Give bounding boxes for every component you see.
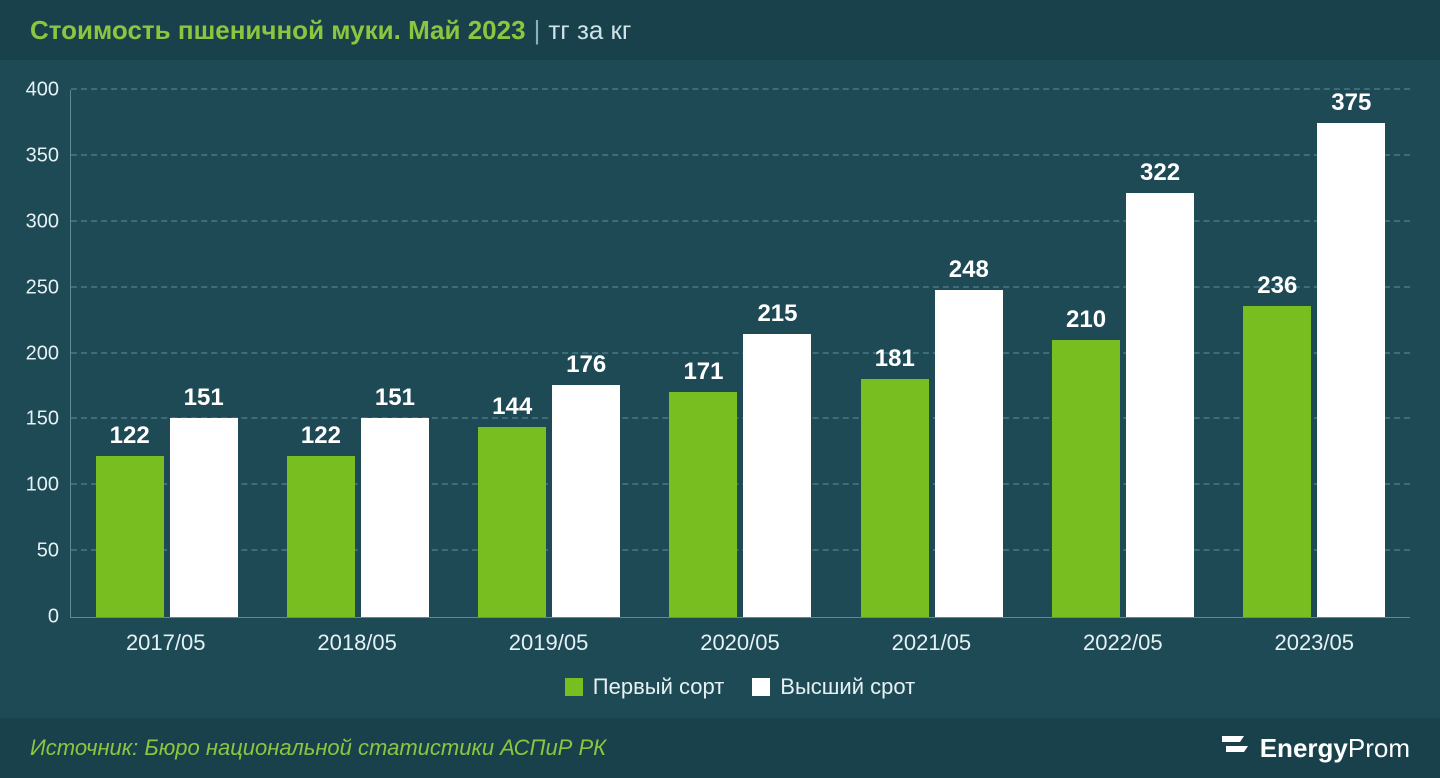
bar: 151 (361, 418, 429, 617)
legend-swatch (565, 678, 583, 696)
x-tick-label: 2023/05 (1219, 630, 1410, 656)
x-tick-label: 2017/05 (70, 630, 261, 656)
bar-groups: 1221511221511441761712151812482103222363… (71, 90, 1410, 617)
bar-value-label: 151 (375, 384, 415, 412)
bar-value-label: 236 (1257, 272, 1297, 300)
bar: 171 (669, 392, 737, 617)
legend-label: Первый сорт (593, 674, 725, 700)
legend-swatch (752, 678, 770, 696)
bar: 215 (743, 334, 811, 617)
x-tick-label: 2019/05 (453, 630, 644, 656)
bar-value-label: 151 (184, 384, 224, 412)
chart-header: Стоимость пшеничной муки. Май 2023 | тг … (0, 0, 1440, 60)
brand-logo: EnergyProm (1220, 732, 1410, 765)
bar-group: 122151 (262, 90, 453, 617)
legend-item: Высший срот (752, 674, 915, 700)
chart-area: 050100150200250300350400 122151122151144… (0, 60, 1440, 718)
x-tick-label: 2020/05 (644, 630, 835, 656)
bar: 210 (1052, 340, 1120, 617)
brand-text-light: Prom (1348, 733, 1410, 763)
bar-group: 122151 (71, 90, 262, 617)
legend-item: Первый сорт (565, 674, 725, 700)
bar-group: 181248 (836, 90, 1027, 617)
y-tick-label: 150 (26, 408, 59, 431)
bar-value-label: 122 (301, 422, 341, 450)
bar-value-label: 210 (1066, 306, 1106, 334)
bar-group: 144176 (454, 90, 645, 617)
bar-value-label: 144 (492, 393, 532, 421)
bar: 144 (478, 427, 546, 617)
bar: 122 (287, 456, 355, 617)
y-tick-label: 200 (26, 342, 59, 365)
chart-frame: Стоимость пшеничной муки. Май 2023 | тг … (0, 0, 1440, 778)
bar-group: 210322 (1027, 90, 1218, 617)
chart-plot: 050100150200250300350400 122151122151144… (70, 90, 1410, 618)
bar: 181 (861, 379, 929, 617)
bar-group: 171215 (645, 90, 836, 617)
bar-value-label: 375 (1331, 89, 1371, 117)
bar: 322 (1126, 193, 1194, 617)
bar: 248 (935, 290, 1003, 617)
bar: 176 (552, 385, 620, 617)
brand-icon (1220, 732, 1250, 765)
y-tick-label: 350 (26, 144, 59, 167)
x-axis: 2017/052018/052019/052020/052021/052022/… (70, 630, 1410, 656)
source-text: Источник: Бюро национальной статистики А… (30, 735, 606, 761)
bar-value-label: 176 (566, 351, 606, 379)
bar: 236 (1243, 306, 1311, 617)
y-tick-label: 400 (26, 79, 59, 102)
bar: 122 (96, 456, 164, 617)
chart-legend: Первый сорт Высший срот (70, 656, 1410, 708)
y-tick-label: 50 (37, 540, 59, 563)
y-tick-label: 100 (26, 474, 59, 497)
bar: 375 (1317, 123, 1385, 617)
bar: 151 (170, 418, 238, 617)
chart-footer: Источник: Бюро национальной статистики А… (0, 718, 1440, 778)
bar-value-label: 322 (1140, 159, 1180, 187)
y-tick-label: 300 (26, 210, 59, 233)
brand-text-bold: Energy (1260, 733, 1348, 763)
bar-group: 236375 (1219, 90, 1410, 617)
bar-value-label: 215 (757, 300, 797, 328)
y-tick-label: 0 (48, 606, 59, 629)
chart-title-sub: тг за кг (548, 15, 631, 46)
x-tick-label: 2022/05 (1027, 630, 1218, 656)
x-tick-label: 2018/05 (261, 630, 452, 656)
bar-value-label: 181 (875, 345, 915, 373)
bar-value-label: 122 (110, 422, 150, 450)
chart-title-main: Стоимость пшеничной муки. Май 2023 (30, 15, 526, 46)
y-tick-label: 250 (26, 276, 59, 299)
legend-label: Высший срот (780, 674, 915, 700)
x-tick-label: 2021/05 (836, 630, 1027, 656)
bar-value-label: 171 (683, 358, 723, 386)
bar-value-label: 248 (949, 256, 989, 284)
chart-title-separator: | (534, 15, 541, 46)
